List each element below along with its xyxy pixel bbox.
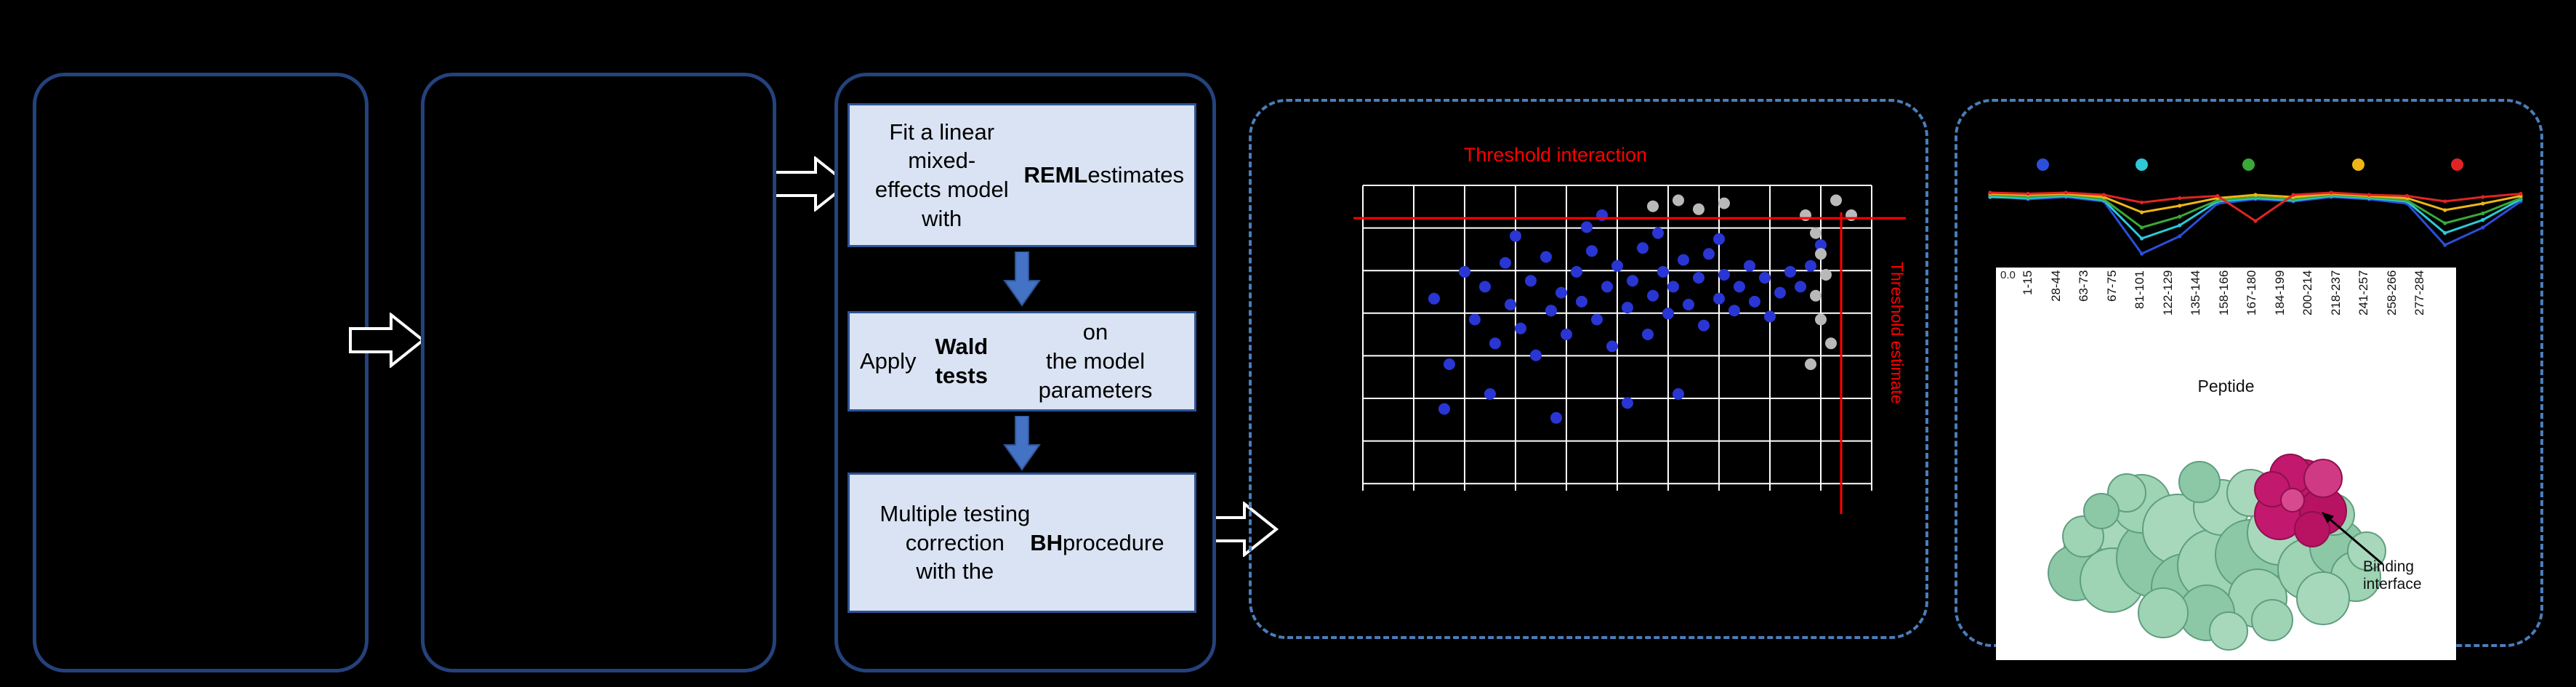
peptide-tick-label: 184-199: [2272, 270, 2287, 316]
step-text: Multiple testing correction with the: [880, 500, 1031, 584]
scatter-plot: [1353, 185, 1906, 514]
panel-input-data: [33, 73, 369, 672]
condition-legend-dots: [1992, 157, 2486, 173]
step-text-bold: Wald tests: [935, 334, 989, 388]
step-text: Apply: [860, 348, 917, 374]
binding-interface-label: Binding interface: [2363, 558, 2422, 593]
step-multiple-testing: Multiple testing correction with the BH …: [848, 473, 1196, 613]
peptide-tick-label: 167-180: [2245, 270, 2258, 316]
scatter-side-label: Threshold estimate: [1888, 262, 1907, 404]
y-axis-tick: 0.0: [2000, 269, 2016, 281]
step-wald-tests: Apply Wald tests on the model parameters: [848, 311, 1196, 411]
panel-scatter-results: [1249, 99, 1928, 639]
peptide-axis-panel: 0.0 1-15 28-44 63-73 67-75 81-101 122-129 135-…: [1996, 268, 2456, 660]
step-fit-model: Fit a linear mixed- effects model with R…: [848, 103, 1196, 247]
right-arrow-icon: [349, 313, 425, 368]
peptide-tick-label: 258-266: [2384, 270, 2399, 316]
peptide-tick-label: 241-257: [2356, 270, 2370, 316]
peptide-tick-label: 28-44: [2048, 270, 2063, 302]
uptake-line-chart: [1988, 190, 2523, 256]
step-text: estimates: [1087, 162, 1184, 188]
peptide-tick-label: 135-144: [2189, 270, 2202, 316]
down-arrow-icon: [1003, 252, 1041, 307]
step-text: Fit a linear mixed- effects model with: [874, 118, 1009, 231]
peptide-tick-label: 158-166: [2216, 270, 2231, 316]
legend-dot: [2037, 158, 2049, 171]
legend-dot: [2136, 158, 2148, 171]
binding-site-region: [2254, 454, 2347, 547]
legend-dot: [2242, 158, 2255, 171]
step-text-bold: BH: [1030, 529, 1063, 555]
peptide-tick-label: 81-101: [2133, 270, 2146, 309]
step-text-bold: REML: [1023, 162, 1088, 188]
right-arrow-icon: [773, 156, 850, 212]
step-text: procedure: [1062, 529, 1164, 555]
peptide-tick-label: 277-284: [2412, 270, 2426, 316]
legend-dot: [2352, 158, 2364, 171]
protein-structure: [2048, 454, 2386, 651]
peptide-axis-label: Peptide: [2197, 377, 2255, 395]
scatter-title: Threshold interaction: [1463, 144, 1648, 166]
legend-dot: [2451, 158, 2463, 171]
peptide-tick-label: 63-73: [2077, 270, 2090, 302]
peptide-tick-label: 67-75: [2104, 270, 2119, 302]
step-text: on the model parameters: [1038, 319, 1153, 403]
peptide-tick-label: 200-214: [2301, 270, 2314, 316]
peptide-tick-label: 122-129: [2160, 270, 2175, 316]
down-arrow-icon: [1003, 416, 1041, 471]
peptide-tick-label: 218-237: [2328, 270, 2343, 316]
panel-csv-file: CSV X: [421, 73, 1183, 672]
peptide-tick-labels: 1-15 28-44 63-73 67-75 81-101 122-129 135-144 1…: [2021, 270, 2448, 366]
peptide-tick-label: 1-15: [2021, 270, 2034, 296]
